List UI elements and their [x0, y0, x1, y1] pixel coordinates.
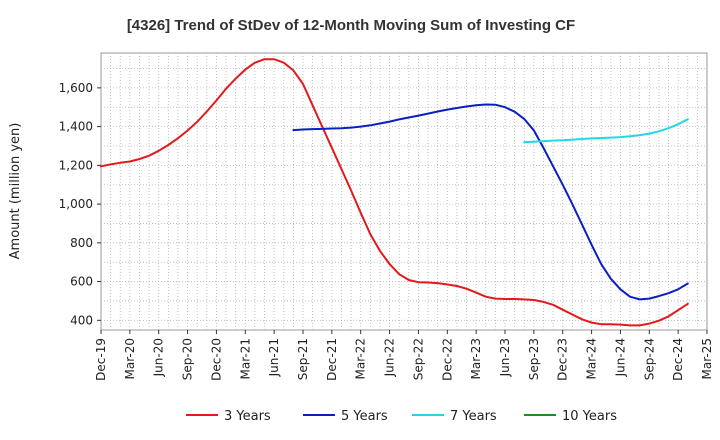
y-tick-label: 1,200 [59, 158, 93, 172]
x-tick-label: Dec-23 [556, 338, 570, 381]
x-tick-label: Sep-20 [181, 338, 195, 380]
x-tick-label: Dec-20 [209, 338, 223, 381]
y-tick-label: 1,600 [59, 81, 93, 95]
x-tick-label: Sep-21 [296, 338, 310, 380]
series-line [292, 103, 689, 301]
y-tick-label: 1,400 [59, 120, 93, 134]
plot-area [100, 52, 708, 331]
series-line [523, 118, 689, 144]
x-axis-ticks: Dec-19 Mar-20 Jun-20 Sep-20 Dec-20 Mar-21 Jun-… [94, 330, 714, 381]
x-tick-label: Mar-23 [469, 338, 483, 379]
x-tick-label: Dec-24 [671, 338, 685, 381]
x-tick-label: Jun-20 [152, 338, 166, 377]
x-tick-label: Sep-23 [527, 338, 541, 380]
legend-label: 3 Years [224, 409, 271, 424]
chart-title: [4326] Trend of StDev of 12-Month Moving… [127, 17, 575, 34]
legend-label: 10 Years [562, 409, 617, 424]
y-tick-label: 600 [70, 275, 93, 289]
x-tick-label: Jun-24 [613, 338, 627, 377]
x-tick-label: Mar-22 [354, 338, 368, 379]
y-tick-label: 800 [70, 236, 93, 250]
x-tick-label: Jun-23 [498, 338, 512, 377]
x-tick-label: Jun-21 [267, 338, 281, 377]
y-tick-label: 1,000 [59, 197, 93, 211]
x-tick-label: Dec-19 [94, 338, 108, 381]
series-line [100, 58, 689, 327]
y-axis-label: Amount (million yen) [8, 123, 23, 260]
grid [101, 53, 707, 330]
x-tick-label: Dec-22 [440, 338, 454, 381]
x-tick-label: Sep-22 [411, 338, 425, 380]
x-tick-label: Jun-22 [383, 338, 397, 377]
series-layer [100, 58, 689, 327]
x-tick-label: Mar-21 [238, 338, 252, 379]
legend-label: 7 Years [450, 409, 497, 424]
x-tick-label: Mar-25 [700, 338, 714, 379]
legend: 3 Years 5 Years 7 Years 10 Years [186, 409, 617, 424]
x-tick-label: Mar-20 [123, 338, 137, 379]
y-axis-ticks: 400 600 800 1,000 1,200 1,400 1,600 [59, 81, 101, 327]
x-tick-label: Sep-24 [642, 338, 656, 380]
y-tick-label: 400 [70, 313, 93, 327]
x-tick-label: Mar-24 [585, 338, 599, 379]
x-tick-label: Dec-21 [325, 338, 339, 381]
legend-label: 5 Years [341, 409, 388, 424]
